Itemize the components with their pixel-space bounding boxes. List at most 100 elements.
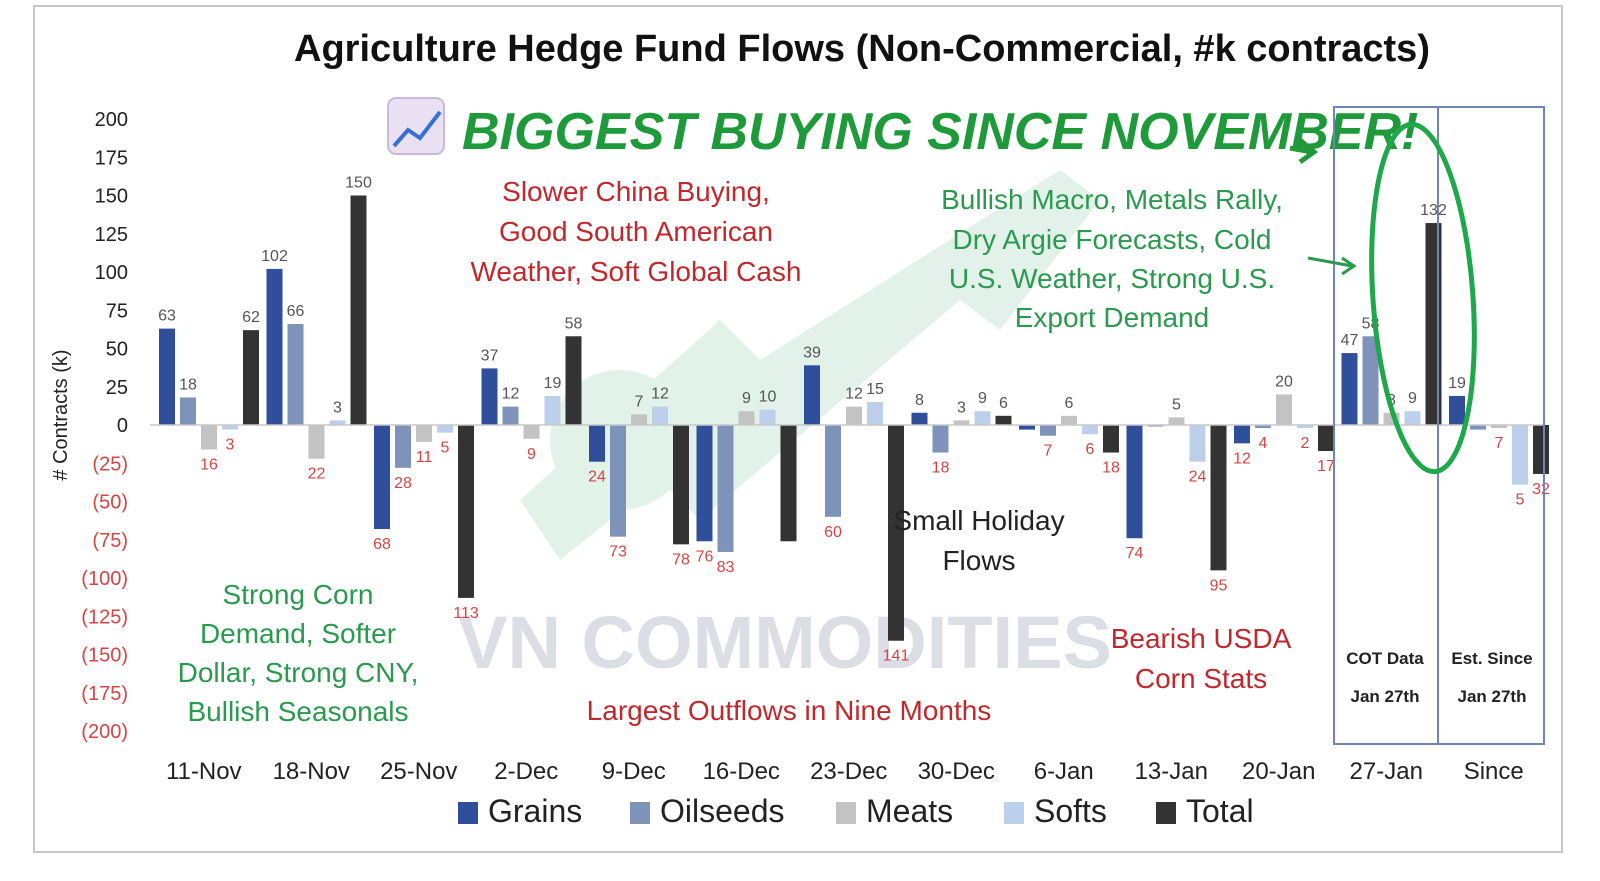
data-label: 20 bbox=[1275, 373, 1293, 390]
bar-softs bbox=[222, 425, 238, 430]
corn-note-line2: Demand, Softer bbox=[200, 618, 396, 649]
x-category-label: Since bbox=[1464, 758, 1524, 785]
usda-note: Bearish USDA Corn Stats bbox=[1111, 623, 1292, 694]
data-label: 24 bbox=[1189, 469, 1207, 486]
bar-grains bbox=[159, 328, 175, 425]
bar-meats bbox=[846, 406, 862, 425]
data-labels: 6318163621026622315068281151133712919582… bbox=[158, 175, 1550, 665]
y-tick-label: 175 bbox=[95, 147, 128, 169]
data-label: 63 bbox=[158, 308, 176, 325]
data-label: 5 bbox=[1172, 396, 1181, 413]
bar-meats bbox=[1061, 415, 1077, 425]
est-box-line2: Jan 27th bbox=[1458, 687, 1527, 706]
bar-grains bbox=[1341, 353, 1358, 425]
macro-note-line2: Dry Argie Forecasts, Cold bbox=[953, 224, 1272, 255]
data-label: 113 bbox=[453, 605, 479, 622]
bar-total bbox=[243, 330, 259, 425]
data-label: 3 bbox=[957, 399, 966, 416]
bar-softs bbox=[329, 420, 346, 425]
data-label: 39 bbox=[803, 344, 821, 361]
y-tick-label: (100) bbox=[81, 568, 128, 590]
data-label: 16 bbox=[200, 456, 218, 473]
data-label: 141 bbox=[883, 648, 910, 665]
data-label: 12 bbox=[845, 386, 863, 403]
y-tick-label: 200 bbox=[95, 109, 128, 131]
bar-grains bbox=[1449, 395, 1465, 425]
china-note: Slower China Buying, Good South American… bbox=[471, 176, 802, 287]
data-label: 7 bbox=[635, 393, 644, 410]
bar-total bbox=[780, 425, 797, 542]
bar-oilseeds bbox=[717, 425, 734, 552]
y-axis-label: # Contracts (k) bbox=[50, 349, 72, 480]
data-label: 2 bbox=[1301, 435, 1310, 452]
data-label: 68 bbox=[373, 536, 391, 553]
data-label: 83 bbox=[717, 559, 735, 576]
data-label: 10 bbox=[759, 389, 777, 406]
y-tick-label: 25 bbox=[106, 377, 128, 399]
bar-grains bbox=[266, 268, 283, 425]
macro-note-line1: Bullish Macro, Metals Rally, bbox=[941, 184, 1283, 215]
bar-oilseeds bbox=[1470, 425, 1486, 430]
bar-softs bbox=[759, 409, 776, 425]
legend-swatch-total bbox=[1156, 802, 1176, 824]
x-axis-categories: 11-Nov 18-Nov 25-Nov 2-Dec 9-Dec 16-Dec 23-Dec… bbox=[166, 758, 1524, 785]
bar-meats bbox=[738, 411, 755, 425]
x-category-label: 30-Dec bbox=[918, 758, 995, 785]
bar-total bbox=[458, 425, 474, 598]
data-label: 3 bbox=[226, 437, 235, 454]
bar-total bbox=[1533, 425, 1549, 474]
data-label: 12 bbox=[1233, 450, 1251, 467]
bar-grains bbox=[481, 368, 498, 425]
bar-grains bbox=[589, 425, 605, 462]
corn-note: Strong Corn Demand, Softer Dollar, Stron… bbox=[178, 579, 419, 727]
data-label: 18 bbox=[932, 460, 950, 477]
data-label: 15 bbox=[866, 381, 884, 398]
data-label: 32 bbox=[1532, 481, 1550, 498]
bar-oilseeds bbox=[1362, 336, 1379, 425]
legend: Grains Oilseeds Meats Softs Total bbox=[458, 793, 1254, 829]
bar-softs bbox=[1082, 425, 1098, 435]
bar-meats bbox=[631, 414, 647, 425]
highlight-circle bbox=[1369, 121, 1477, 475]
legend-label-meats: Meats bbox=[866, 793, 953, 829]
bar-total bbox=[1103, 425, 1119, 453]
macro-note-line4: Export Demand bbox=[1015, 302, 1210, 333]
data-label: 11 bbox=[416, 449, 433, 466]
holiday-note-line2: Flows bbox=[942, 545, 1015, 576]
y-tick-label: 0 bbox=[117, 415, 128, 437]
cot-box-line1: COT Data bbox=[1346, 649, 1424, 668]
bar-oilseeds bbox=[502, 406, 519, 425]
bar-total bbox=[1425, 223, 1442, 425]
bar-oilseeds bbox=[1040, 425, 1056, 436]
bar-oilseeds bbox=[395, 425, 411, 468]
bar-oilseeds bbox=[1147, 425, 1164, 427]
data-label: 78 bbox=[672, 551, 690, 568]
bar-meats bbox=[953, 420, 970, 425]
holiday-note: Small Holiday Flows bbox=[893, 505, 1064, 576]
macro-note: Bullish Macro, Metals Rally, Dry Argie F… bbox=[941, 184, 1283, 333]
bar-meats bbox=[523, 425, 540, 439]
data-label: 6 bbox=[999, 395, 1008, 412]
y-tick-label: 75 bbox=[106, 300, 128, 322]
data-label: 37 bbox=[481, 347, 499, 364]
data-label: 132 bbox=[1420, 202, 1447, 219]
usda-note-line1: Bearish USDA bbox=[1111, 623, 1292, 654]
bar-grains bbox=[374, 425, 390, 530]
data-label: 7 bbox=[1495, 435, 1504, 452]
bar-meats bbox=[1168, 417, 1185, 425]
x-category-label: 23-Dec bbox=[810, 758, 887, 785]
x-category-label: 13-Jan bbox=[1135, 758, 1208, 785]
data-label: 4 bbox=[1259, 435, 1268, 452]
watermark-text: VN COMMODITIES bbox=[458, 601, 1112, 684]
data-label: 24 bbox=[588, 469, 606, 486]
data-label: 5 bbox=[1516, 492, 1525, 509]
x-category-label: 2-Dec bbox=[494, 758, 558, 785]
bar-total bbox=[673, 425, 689, 545]
bar-total bbox=[888, 425, 904, 641]
bar-oilseeds bbox=[610, 425, 626, 537]
x-category-label: 16-Dec bbox=[703, 758, 780, 785]
corn-note-line4: Bullish Seasonals bbox=[187, 696, 408, 727]
bar-total bbox=[350, 195, 367, 425]
data-label: 9 bbox=[742, 390, 751, 407]
